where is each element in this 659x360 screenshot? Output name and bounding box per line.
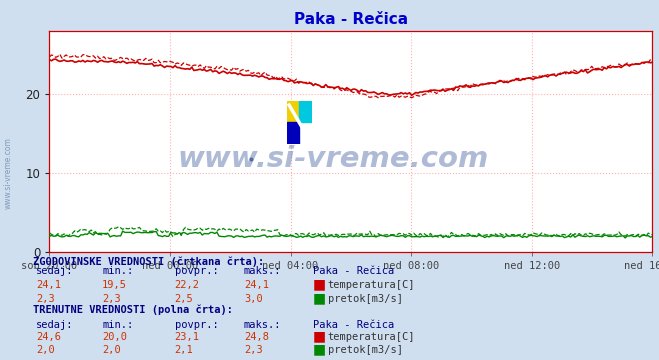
Text: 20,0: 20,0 [102,332,127,342]
Text: 2,5: 2,5 [175,294,193,305]
Text: 2,3: 2,3 [244,345,262,355]
Bar [287,101,299,122]
Text: povpr.:: povpr.: [175,266,218,276]
Text: 2,3: 2,3 [36,294,55,305]
Text: 2,1: 2,1 [175,345,193,355]
Text: 3,0: 3,0 [244,294,262,305]
Text: 24,8: 24,8 [244,332,269,342]
Text: min.:: min.: [102,266,133,276]
Text: pretok[m3/s]: pretok[m3/s] [328,294,403,305]
Text: 24,1: 24,1 [36,280,61,290]
Text: 2,3: 2,3 [102,294,121,305]
Text: ■: ■ [313,342,326,356]
Text: TRENUTNE VREDNOSTI (polna črta):: TRENUTNE VREDNOSTI (polna črta): [33,305,233,315]
Text: 19,5: 19,5 [102,280,127,290]
Text: Paka - Rečica: Paka - Rečica [313,266,394,276]
Text: maks.:: maks.: [244,320,281,330]
Text: sedaj:: sedaj: [36,266,74,276]
Text: povpr.:: povpr.: [175,320,218,330]
Text: pretok[m3/s]: pretok[m3/s] [328,345,403,355]
Text: ■: ■ [313,277,326,291]
Text: sedaj:: sedaj: [36,320,74,330]
Text: www.si-vreme.com: www.si-vreme.com [4,137,13,209]
Text: Paka - Rečica: Paka - Rečica [313,320,394,330]
Text: 22,2: 22,2 [175,280,200,290]
Text: 24,6: 24,6 [36,332,61,342]
Text: temperatura[C]: temperatura[C] [328,332,415,342]
Text: 2,0: 2,0 [36,345,55,355]
Text: ■: ■ [313,329,326,343]
Text: www.si-vreme.com: www.si-vreme.com [177,145,488,173]
Text: maks.:: maks.: [244,266,281,276]
Text: 23,1: 23,1 [175,332,200,342]
Text: ■: ■ [313,291,326,305]
Text: ZGODOVINSKE VREDNOSTI (črtkana črta):: ZGODOVINSKE VREDNOSTI (črtkana črta): [33,256,264,267]
Title: Paka - Rečica: Paka - Rečica [294,12,408,27]
Text: 2,0: 2,0 [102,345,121,355]
Text: 24,1: 24,1 [244,280,269,290]
Bar [299,101,312,122]
Bar [287,122,299,144]
Text: temperatura[C]: temperatura[C] [328,280,415,290]
Text: min.:: min.: [102,320,133,330]
